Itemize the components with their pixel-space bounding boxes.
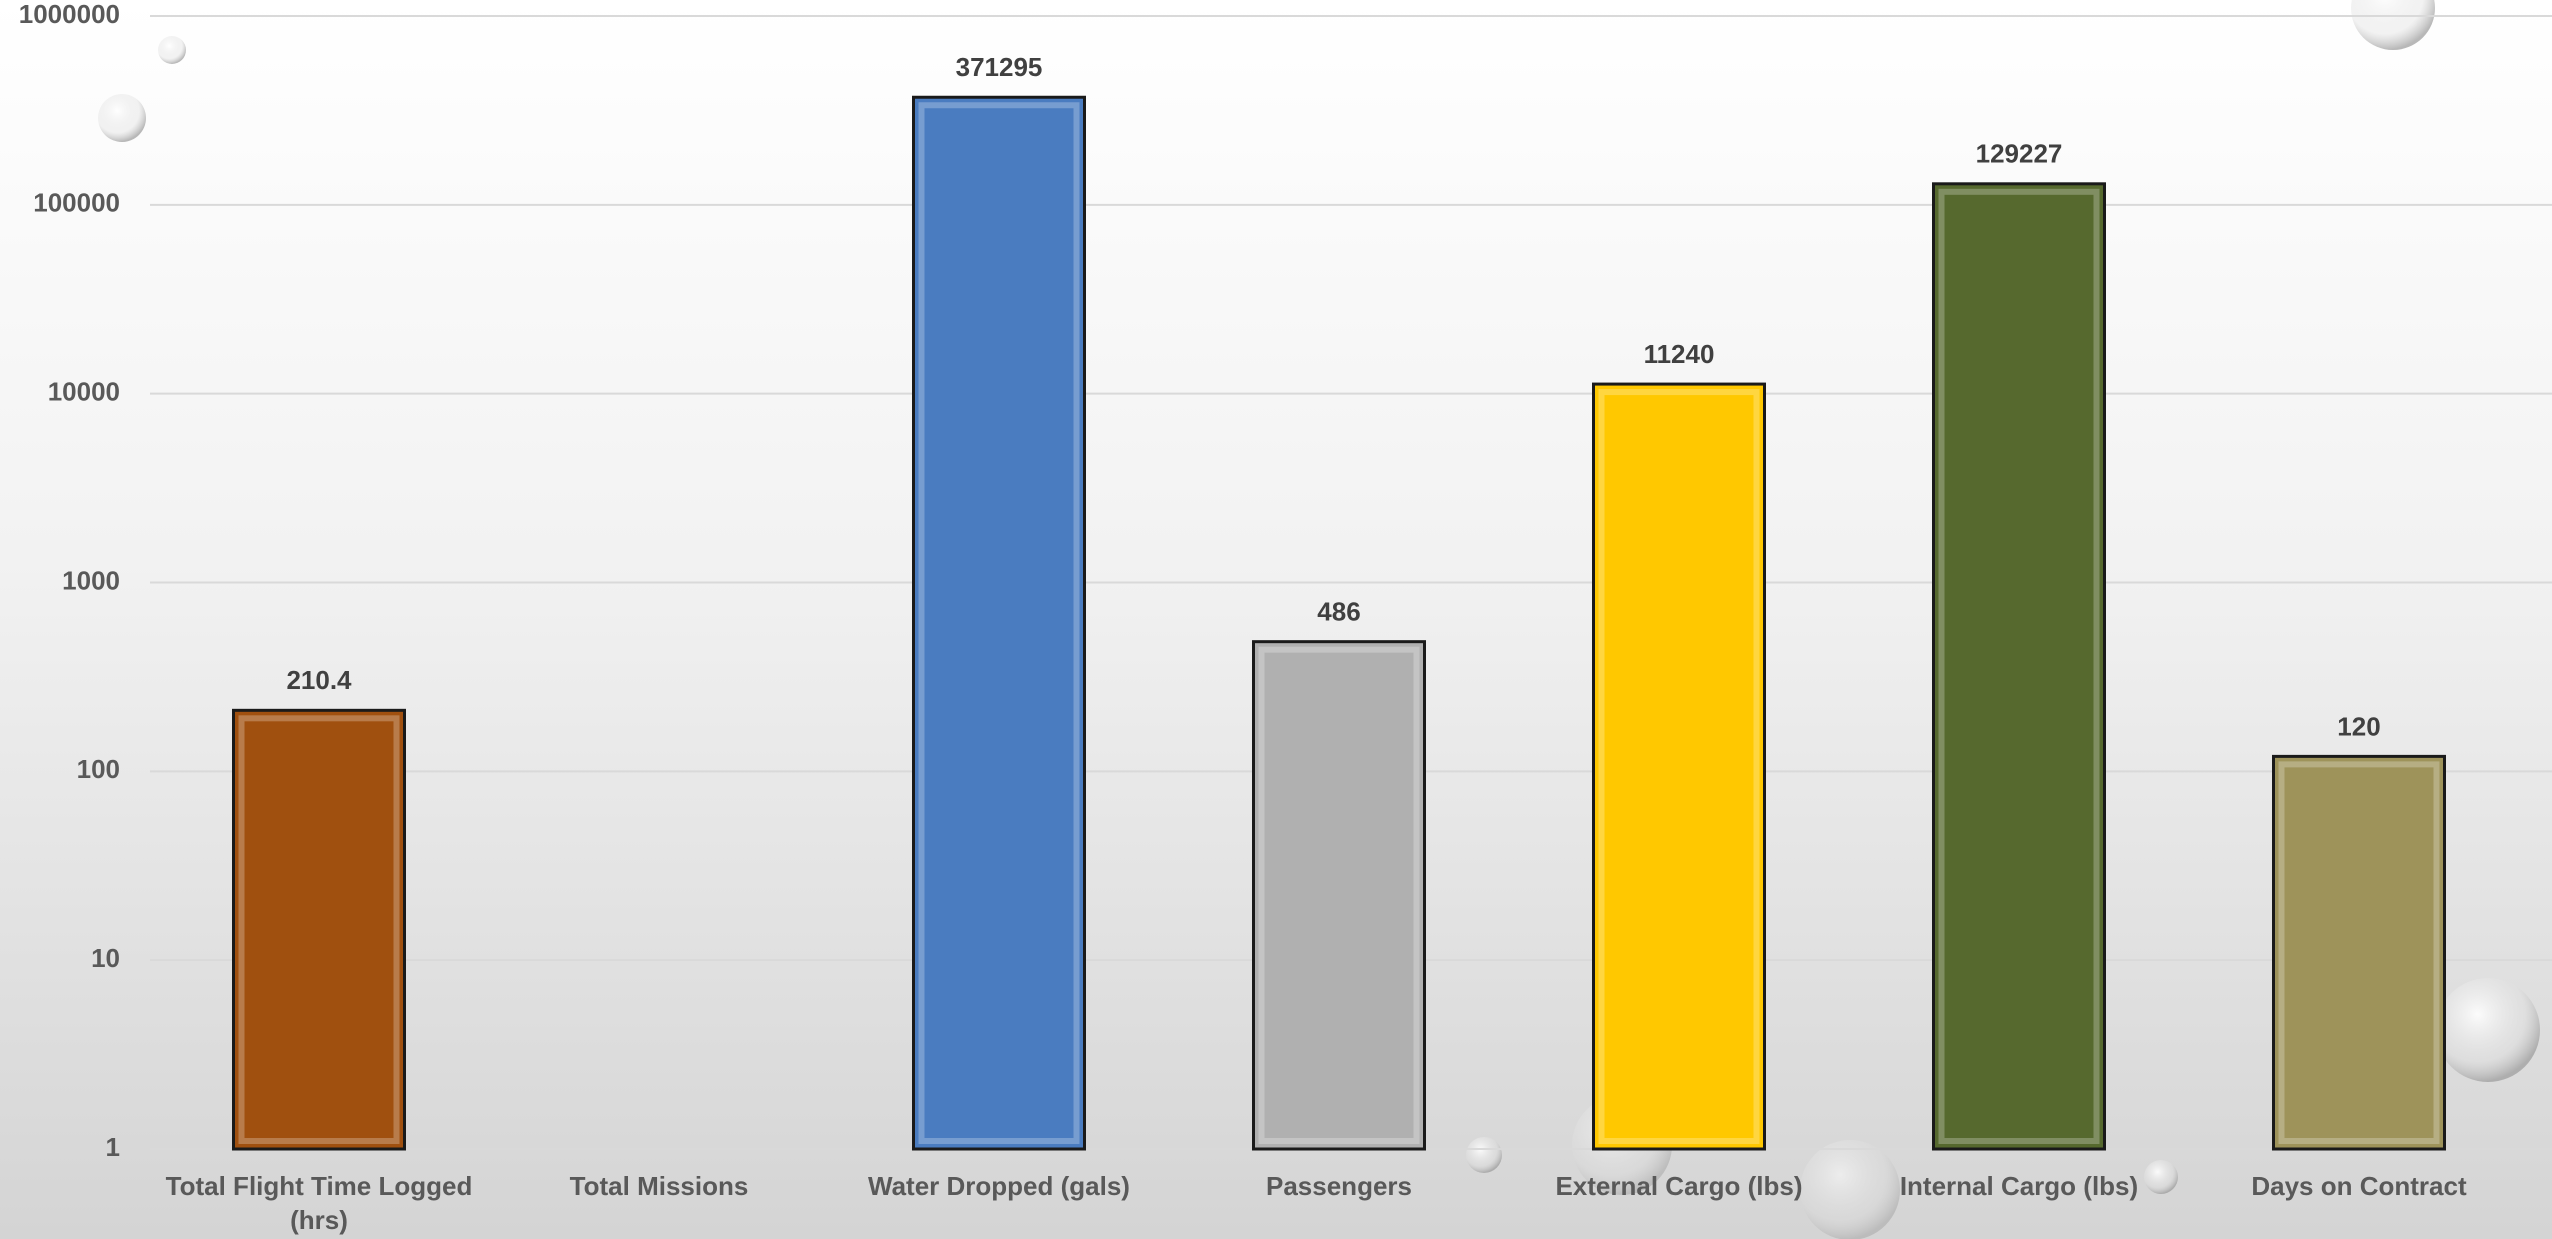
value-label: 120 — [2337, 711, 2380, 741]
x-tick-label: Total Flight Time Logged (hrs) — [165, 1171, 473, 1235]
x-tick-label: Internal Cargo (lbs) — [1899, 1171, 2139, 1201]
bar — [912, 95, 1086, 1151]
bar — [1932, 182, 2106, 1151]
bar — [2272, 754, 2446, 1151]
bar-bevel — [238, 715, 400, 1144]
bar — [1252, 640, 1426, 1151]
y-tick-label: 1000000 — [19, 0, 120, 29]
x-tick-label: Total Missions — [569, 1171, 749, 1201]
value-label: 129227 — [1976, 139, 2063, 169]
x-tick-label: Water Dropped (gals) — [868, 1171, 1130, 1201]
value-label: 210.4 — [286, 665, 352, 695]
bar-bevel — [1258, 646, 1420, 1144]
value-label: 11240 — [1644, 339, 1715, 369]
y-tick-label: 1 — [106, 1132, 120, 1162]
x-tick-label: Passengers — [1266, 1171, 1412, 1201]
bar — [232, 708, 406, 1151]
bar — [1592, 382, 1766, 1151]
x-tick-label: Days on Contract — [2251, 1171, 2467, 1201]
x-tick-label: External Cargo (lbs) — [1555, 1171, 1803, 1201]
y-tick-label: 10000 — [48, 377, 120, 407]
value-label: 486 — [1317, 597, 1360, 627]
y-tick-label: 10 — [91, 943, 120, 973]
value-label: 371295 — [956, 52, 1043, 82]
bar-bevel — [918, 102, 1080, 1145]
bar-bevel — [1598, 389, 1760, 1144]
bar-bevel — [1938, 188, 2100, 1144]
y-tick-label: 100000 — [33, 188, 120, 218]
y-tick-label: 1000 — [62, 565, 120, 595]
bar-bevel — [2278, 761, 2440, 1144]
y-tick-label: 100 — [77, 754, 120, 784]
